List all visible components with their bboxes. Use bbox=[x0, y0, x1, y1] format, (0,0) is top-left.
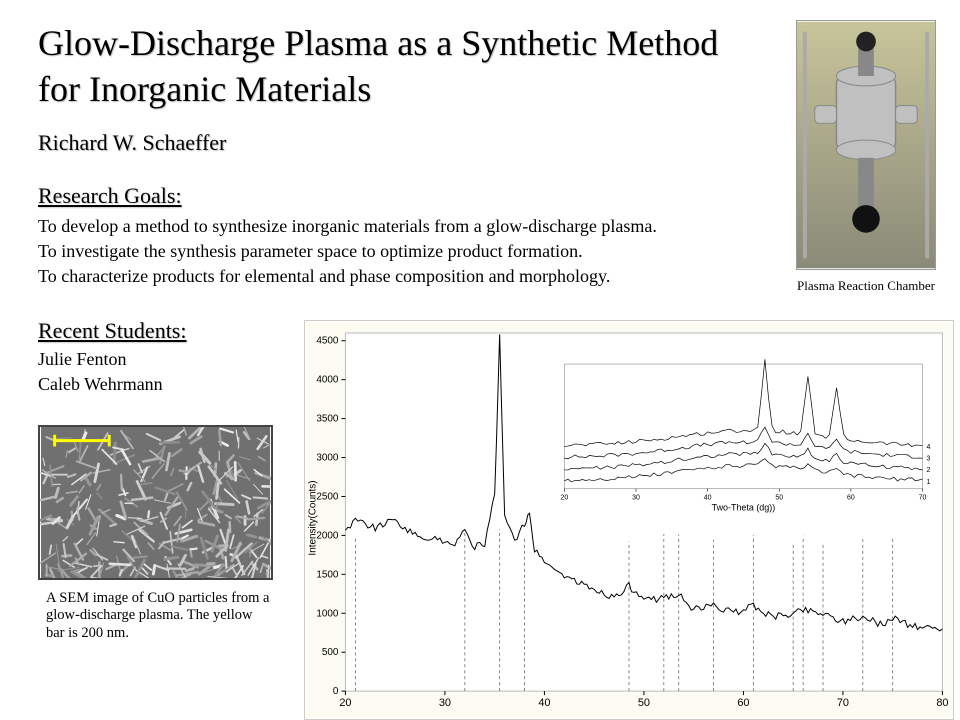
svg-text:4000: 4000 bbox=[316, 375, 339, 386]
svg-text:40: 40 bbox=[538, 697, 550, 709]
svg-text:60: 60 bbox=[737, 697, 749, 709]
research-goals-body: To develop a method to synthesize inorga… bbox=[38, 214, 758, 290]
svg-text:20: 20 bbox=[339, 697, 351, 709]
svg-text:4: 4 bbox=[927, 444, 931, 451]
plasma-chamber-caption: Plasma Reaction Chamber bbox=[786, 278, 946, 294]
svg-text:3: 3 bbox=[927, 456, 931, 463]
svg-text:2000: 2000 bbox=[316, 530, 339, 541]
svg-text:50: 50 bbox=[775, 495, 783, 502]
svg-text:70: 70 bbox=[919, 495, 927, 502]
svg-text:2: 2 bbox=[927, 467, 931, 474]
svg-text:80: 80 bbox=[936, 697, 948, 709]
svg-text:0: 0 bbox=[333, 686, 339, 697]
goal-item: To characterize products for elemental a… bbox=[38, 264, 758, 289]
svg-text:30: 30 bbox=[632, 495, 640, 502]
svg-text:3500: 3500 bbox=[316, 414, 339, 425]
students-heading: Recent Students: bbox=[38, 318, 186, 344]
svg-text:2500: 2500 bbox=[316, 491, 339, 502]
svg-text:30: 30 bbox=[439, 697, 451, 709]
svg-text:1000: 1000 bbox=[316, 608, 339, 619]
svg-text:4500: 4500 bbox=[316, 336, 339, 347]
svg-text:Intensity(Counts): Intensity(Counts) bbox=[308, 480, 319, 555]
plasma-chamber-image bbox=[796, 20, 936, 270]
sem-caption: A SEM image of CuO particles from a glow… bbox=[46, 590, 271, 642]
goal-item: To develop a method to synthesize inorga… bbox=[38, 214, 758, 239]
students-body: Julie Fenton Caleb Wehrmann bbox=[38, 347, 163, 397]
svg-text:1: 1 bbox=[927, 479, 931, 486]
author-name: Richard W. Schaeffer bbox=[38, 130, 226, 156]
svg-text:Two-Theta (dg)): Two-Theta (dg)) bbox=[712, 503, 776, 513]
svg-text:50: 50 bbox=[638, 697, 650, 709]
xrd-chart: 0 500 1000 1500 2000 2500 3000 3500 4000 4500 20 30… bbox=[304, 320, 954, 720]
svg-text:3000: 3000 bbox=[316, 453, 339, 464]
research-goals-heading: Research Goals: bbox=[38, 183, 182, 209]
student-item: Caleb Wehrmann bbox=[38, 372, 163, 397]
svg-text:70: 70 bbox=[837, 697, 849, 709]
page-title: Glow-Discharge Plasma as a Synthetic Met… bbox=[38, 20, 758, 112]
svg-text:20: 20 bbox=[560, 495, 568, 502]
student-item: Julie Fenton bbox=[38, 347, 163, 372]
svg-text:40: 40 bbox=[704, 495, 712, 502]
goal-item: To investigate the synthesis parameter s… bbox=[38, 239, 758, 264]
svg-text:60: 60 bbox=[847, 495, 855, 502]
svg-text:500: 500 bbox=[322, 647, 339, 658]
sem-image bbox=[38, 425, 273, 580]
svg-text:1500: 1500 bbox=[316, 569, 339, 580]
